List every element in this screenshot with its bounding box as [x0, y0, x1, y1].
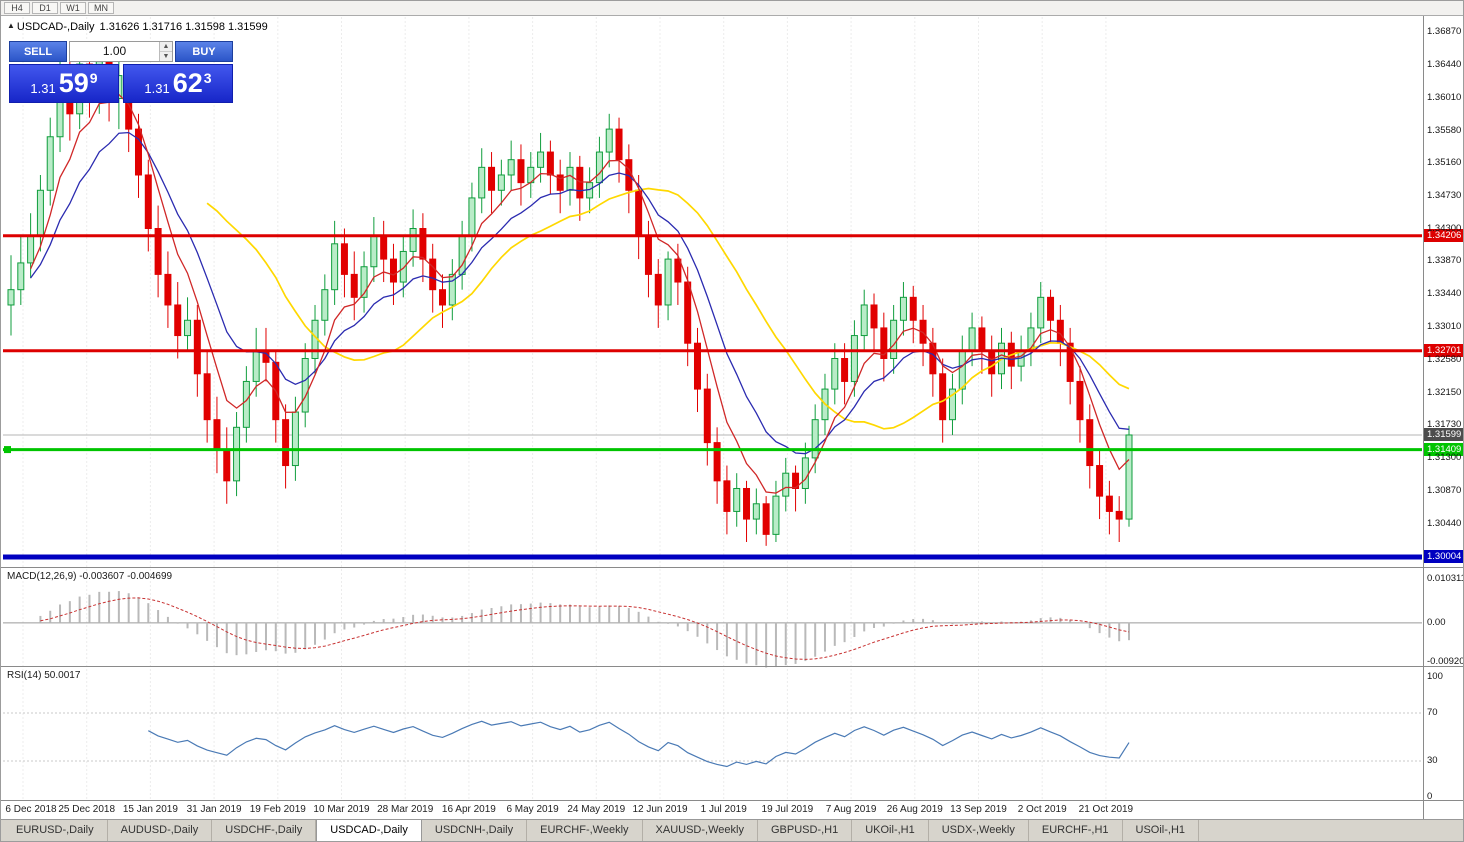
- sell-price-pip: 9: [89, 69, 98, 86]
- date-axis-label: 31 Jan 2019: [186, 804, 242, 815]
- price-axis-tick: 1.34300: [1427, 222, 1462, 234]
- date-axis-label: 24 May 2019: [567, 804, 626, 815]
- pane-separator[interactable]: [1, 666, 1463, 667]
- chart-tab-xauusd-weekly[interactable]: XAUUSD-,Weekly: [642, 820, 758, 841]
- one-click-trading-panel: SELL 1.00 ▲ ▼ BUY 1.31 59 9 1.31 62 3: [9, 41, 233, 103]
- macd-axis-tick: 0.010311: [1427, 573, 1464, 584]
- date-axis-label: 2 Oct 2019: [1017, 804, 1067, 815]
- date-axis-label: 21 Oct 2019: [1078, 804, 1134, 815]
- chart-tab-usoil-h1[interactable]: USOil-,H1: [1122, 820, 1200, 841]
- chart-tab-usdchf-daily[interactable]: USDCHF-,Daily: [212, 820, 317, 841]
- price-axis-tick: 1.35580: [1427, 124, 1462, 136]
- price-axis-tick: 1.36010: [1427, 91, 1462, 103]
- rsi-axis-tick: 30: [1427, 755, 1438, 766]
- chart-tab-ukoil-h1[interactable]: UKOil-,H1: [852, 820, 929, 841]
- date-axis-label: 6 Dec 2018: [5, 804, 57, 815]
- volume-control[interactable]: 1.00 ▲ ▼: [69, 41, 173, 62]
- timeframe-button-w1[interactable]: W1: [60, 2, 86, 14]
- pane-separator[interactable]: [1, 567, 1463, 568]
- date-axis-label: 16 Apr 2019: [441, 804, 496, 815]
- price-tag-resistance-lower: 1.32701: [1424, 343, 1463, 357]
- sell-price-display[interactable]: 1.31 59 9: [9, 64, 119, 103]
- chart-tab-audusd-daily[interactable]: AUDUSD-,Daily: [107, 820, 213, 841]
- rsi-indicator-label: RSI(14) 50.0017: [7, 670, 81, 681]
- price-tag-current: 1.31599: [1424, 428, 1463, 442]
- date-axis-label: 10 Mar 2019: [313, 804, 370, 815]
- timeframe-button-d1[interactable]: D1: [32, 2, 58, 14]
- price-axis-tick: 1.32150: [1427, 386, 1462, 398]
- date-axis-label: 25 Dec 2018: [58, 804, 116, 815]
- chart-tab-eurchf-weekly[interactable]: EURCHF-,Weekly: [527, 820, 643, 841]
- date-axis-label: 26 Aug 2019: [886, 804, 943, 815]
- price-axis-tick: 1.36870: [1427, 26, 1462, 37]
- buy-price-display[interactable]: 1.31 62 3: [123, 64, 233, 103]
- price-tag-support-green: 1.31409: [1424, 442, 1463, 456]
- symbol-name: USDCAD-,Daily: [16, 21, 95, 33]
- price-axis[interactable]: 1.34206 1.32701 1.31409 1.30004 1.31599 1.368…: [1423, 16, 1464, 821]
- rsi-axis-tick: 0: [1427, 791, 1433, 802]
- date-axis-label: 6 May 2019: [506, 804, 559, 815]
- volume-spinner: ▲ ▼: [159, 42, 172, 61]
- price-axis-tick: 1.34730: [1427, 189, 1462, 201]
- symbol-marker-icon: ▲: [7, 21, 15, 30]
- price-axis-tick: 1.31300: [1427, 451, 1462, 463]
- date-axis-label: 12 Jun 2019: [632, 804, 688, 815]
- price-axis-tick: 1.33010: [1427, 321, 1462, 333]
- price-axis-tick: 1.30870: [1427, 484, 1462, 496]
- price-axis-tick: 1.30440: [1427, 517, 1462, 529]
- price-tag-resistance-upper: 1.34206: [1424, 228, 1463, 242]
- price-axis-tick: 1.35160: [1427, 156, 1462, 168]
- volume-increase-icon[interactable]: ▲: [160, 42, 172, 52]
- date-axis-label: 1 Jul 2019: [700, 804, 747, 815]
- chart-tab-eurusd-daily[interactable]: EURUSD-,Daily: [3, 820, 108, 841]
- ohlc-values: 1.31626 1.31716 1.31598 1.31599: [99, 21, 268, 33]
- macd-indicator-label: MACD(12,26,9) -0.003607 -0.004699: [7, 571, 173, 582]
- chart-tab-usdx-weekly[interactable]: USDX-,Weekly: [928, 820, 1029, 841]
- pane-separator: [1, 800, 1463, 801]
- sell-price-prefix: 1.31: [30, 81, 56, 96]
- chart-tab-gbpusd-h1[interactable]: GBPUSD-,H1: [757, 820, 853, 841]
- macd-axis-tick: 0.00: [1427, 616, 1446, 628]
- timeframe-button-h4[interactable]: H4: [4, 2, 30, 14]
- timeframe-toolbar: H4 D1 W1 MN: [1, 1, 1463, 16]
- price-axis-tick: 1.36440: [1427, 58, 1462, 70]
- date-axis-label: 13 Sep 2019: [950, 804, 1007, 815]
- chart-tab-usdcnh-daily[interactable]: USDCNH-,Daily: [421, 820, 528, 841]
- price-axis-tick: 1.32580: [1427, 354, 1462, 366]
- price-tag-support-blue: 1.30004: [1424, 550, 1463, 563]
- date-axis-label: 19 Jul 2019: [761, 804, 814, 815]
- date-axis[interactable]: 6 Dec 2018 25 Dec 2018 15 Jan 2019 31 Jan 2…: [1, 802, 1422, 818]
- chart-tab-eurchf-h1[interactable]: EURCHF-,H1: [1028, 820, 1123, 841]
- volume-decrease-icon[interactable]: ▼: [160, 52, 172, 61]
- date-axis-label: 15 Jan 2019: [122, 804, 178, 815]
- chart-tab-usdcad-daily[interactable]: USDCAD-,Daily: [316, 820, 422, 841]
- macd-axis-tick: -0.009203: [1427, 656, 1464, 667]
- price-axis-tick: 1.33440: [1427, 288, 1462, 300]
- date-axis-label: 7 Aug 2019: [825, 804, 877, 815]
- rsi-axis-tick: 100: [1427, 671, 1443, 682]
- date-axis-label: 28 Mar 2019: [377, 804, 434, 815]
- buy-price-big: 62: [172, 68, 203, 98]
- buy-price-pip: 3: [203, 69, 212, 86]
- sell-price-big: 59: [58, 68, 89, 98]
- timeframe-button-mn[interactable]: MN: [88, 2, 114, 14]
- sell-button[interactable]: SELL: [9, 41, 67, 62]
- buy-price-prefix: 1.31: [144, 81, 170, 96]
- chart-title: ▲ USDCAD-,Daily 1.31626 1.31716 1.31598 1.…: [7, 21, 268, 33]
- price-axis-tick: 1.33870: [1427, 255, 1462, 267]
- date-axis-label: 19 Feb 2019: [249, 804, 306, 815]
- volume-input[interactable]: 1.00: [102, 44, 127, 58]
- rsi-axis-tick: 70: [1427, 707, 1438, 718]
- buy-button[interactable]: BUY: [175, 41, 233, 62]
- price-axis-tick: 1.31730: [1427, 419, 1462, 431]
- chart-tab-bar: EURUSD-,Daily AUDUSD-,Daily USDCHF-,Daily U…: [1, 819, 1463, 841]
